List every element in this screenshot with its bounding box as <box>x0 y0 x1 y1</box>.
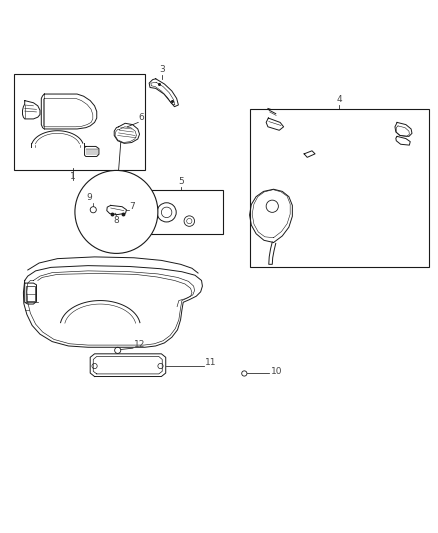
Text: 7: 7 <box>130 202 135 211</box>
Bar <box>14 75 145 171</box>
Text: 4: 4 <box>336 95 342 104</box>
Bar <box>26 286 35 302</box>
Circle shape <box>75 171 158 253</box>
Text: 10: 10 <box>271 367 282 376</box>
Bar <box>250 109 428 266</box>
Text: 1: 1 <box>70 172 76 181</box>
Text: 12: 12 <box>134 340 145 349</box>
Text: 9: 9 <box>86 193 92 203</box>
Bar <box>147 190 223 234</box>
Text: 11: 11 <box>205 358 216 367</box>
Text: 5: 5 <box>178 177 184 185</box>
Text: 8: 8 <box>113 216 119 225</box>
Text: 6: 6 <box>138 112 144 122</box>
Text: 3: 3 <box>159 66 165 75</box>
